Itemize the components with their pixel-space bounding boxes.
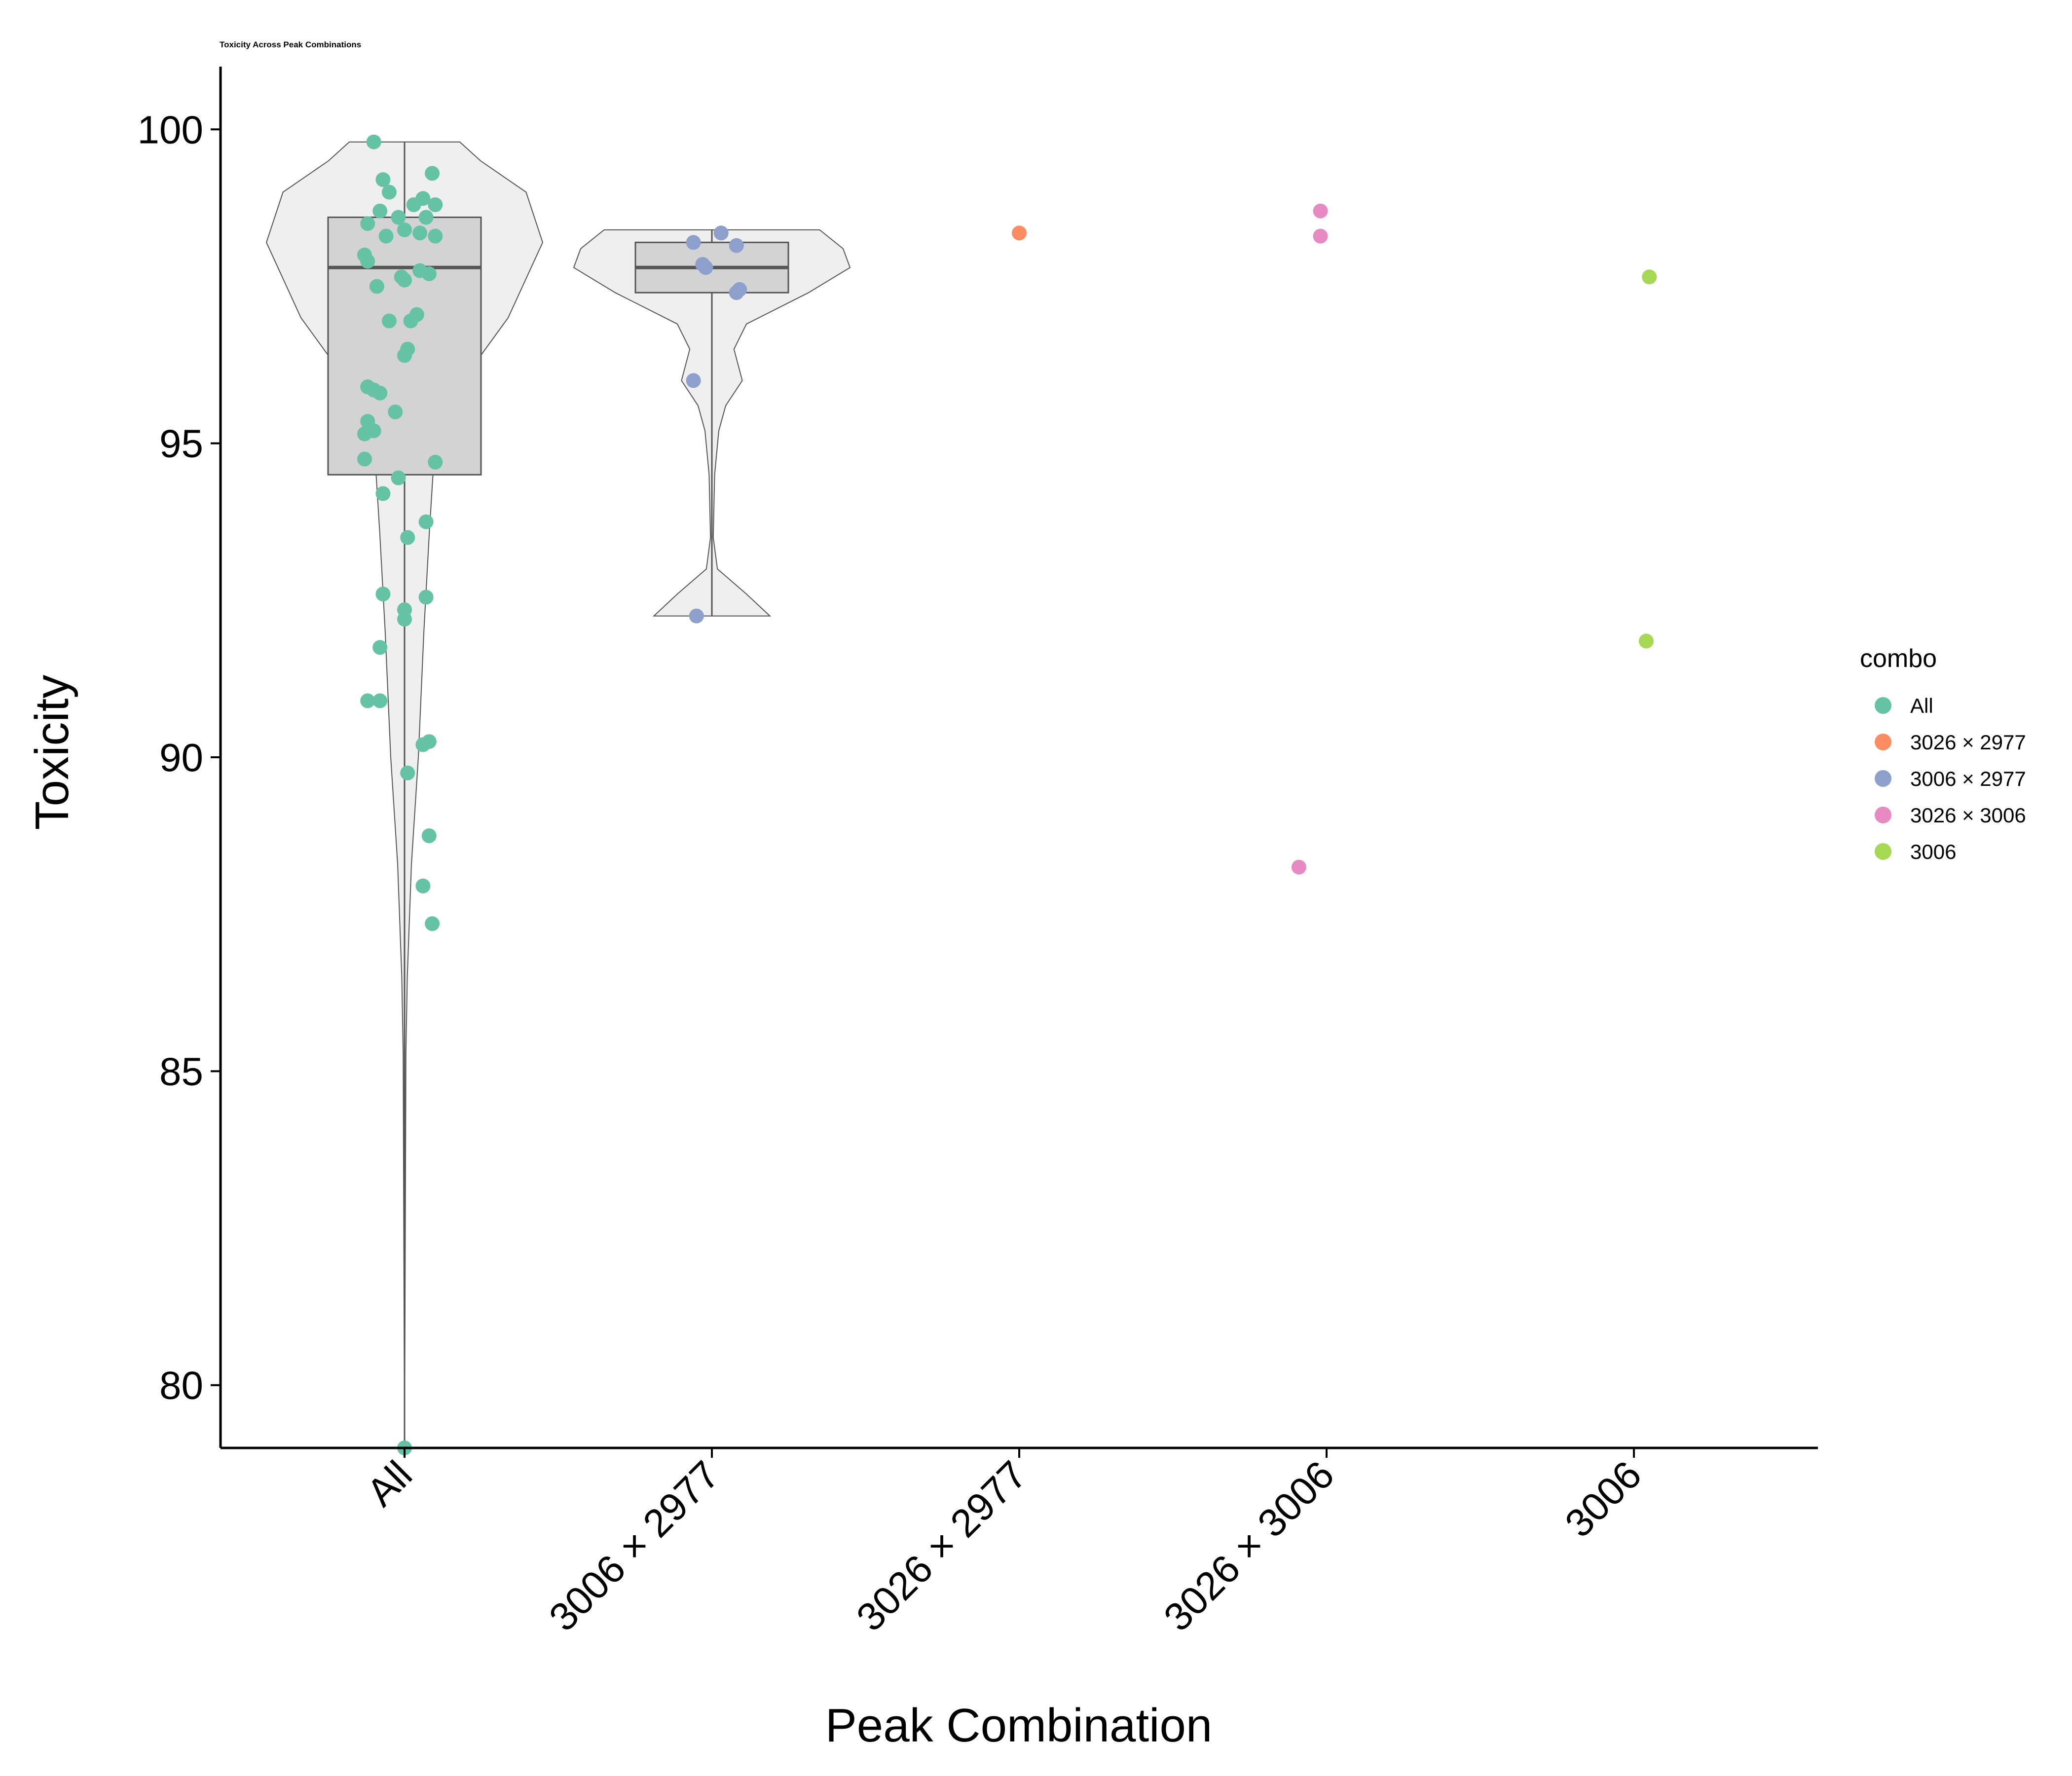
legend-key bbox=[1875, 770, 1891, 787]
data-point bbox=[372, 640, 388, 655]
data-point bbox=[428, 228, 443, 244]
x-tick-label: 3026 × 2977 bbox=[848, 1452, 1035, 1639]
data-point bbox=[375, 486, 391, 501]
x-axis-title: Peak Combination bbox=[825, 1699, 1212, 1752]
data-point bbox=[378, 228, 394, 244]
data-point bbox=[686, 373, 701, 388]
y-axis-title: Toxicity bbox=[26, 675, 78, 830]
legend: combo All 3026 × 2977 3006 × 2977 3026 × 30… bbox=[1860, 644, 2026, 863]
data-point bbox=[366, 134, 381, 149]
data-point bbox=[415, 878, 431, 893]
data-point bbox=[391, 210, 406, 225]
data-point bbox=[360, 693, 375, 708]
data-point bbox=[381, 313, 397, 329]
data-point bbox=[375, 587, 391, 602]
y-tick-label: 90 bbox=[159, 736, 203, 779]
data-point bbox=[388, 405, 403, 419]
legend-key bbox=[1875, 843, 1891, 860]
data-point bbox=[425, 166, 440, 181]
x-tick-label: 3006 bbox=[1556, 1452, 1650, 1546]
data-point bbox=[372, 385, 388, 401]
legend-label: 3026 × 2977 bbox=[1910, 731, 2026, 754]
legend-title: combo bbox=[1860, 644, 1937, 673]
data-point bbox=[729, 238, 744, 253]
data-point bbox=[418, 210, 434, 225]
data-point bbox=[397, 222, 412, 237]
data-point bbox=[1291, 859, 1306, 875]
data-point bbox=[357, 451, 372, 467]
jitter-points bbox=[357, 134, 1657, 1455]
legend-label: 3006 × 2977 bbox=[1910, 767, 2026, 790]
data-point bbox=[372, 203, 388, 219]
data-point bbox=[397, 612, 412, 627]
data-point bbox=[1012, 225, 1027, 241]
data-point bbox=[397, 348, 412, 363]
data-point bbox=[418, 514, 434, 529]
data-point bbox=[412, 225, 428, 241]
data-point bbox=[403, 313, 418, 329]
data-point bbox=[366, 423, 381, 439]
data-point bbox=[421, 828, 437, 844]
data-point bbox=[397, 272, 412, 288]
data-point bbox=[1313, 228, 1328, 244]
legend-key bbox=[1875, 807, 1891, 823]
data-point bbox=[1313, 203, 1328, 219]
data-point bbox=[713, 225, 729, 241]
x-tick-label: 3006 × 2977 bbox=[541, 1452, 728, 1639]
data-point bbox=[729, 285, 744, 300]
x-tick-label: All bbox=[358, 1452, 420, 1515]
data-point bbox=[406, 197, 421, 212]
y-tick-label: 85 bbox=[159, 1049, 203, 1093]
data-point bbox=[1642, 269, 1657, 285]
data-point bbox=[372, 693, 388, 708]
data-point bbox=[360, 216, 375, 231]
x-tick-label: 3026 × 3006 bbox=[1155, 1452, 1342, 1639]
data-point bbox=[400, 530, 415, 545]
legend-key bbox=[1875, 734, 1891, 750]
data-point bbox=[381, 185, 397, 200]
data-point bbox=[689, 608, 704, 624]
legend-key bbox=[1875, 697, 1891, 714]
data-point bbox=[400, 765, 415, 780]
y-tick-label: 95 bbox=[159, 422, 203, 466]
data-point bbox=[428, 454, 443, 470]
data-point bbox=[418, 590, 434, 605]
legend-label: 3026 × 3006 bbox=[1910, 804, 2026, 827]
data-point bbox=[1638, 633, 1654, 649]
data-point bbox=[375, 172, 391, 187]
y-tick-label: 100 bbox=[138, 108, 203, 151]
data-point bbox=[686, 235, 701, 250]
legend-label: 3006 bbox=[1910, 840, 1956, 863]
y-tick-label: 80 bbox=[159, 1364, 203, 1407]
data-point bbox=[425, 916, 440, 931]
legend-label: All bbox=[1910, 694, 1933, 717]
data-point bbox=[360, 254, 375, 269]
data-point bbox=[428, 197, 443, 212]
data-point bbox=[412, 263, 428, 278]
data-point bbox=[415, 737, 431, 752]
data-point bbox=[369, 279, 384, 294]
chart-title: Toxicity Across Peak Combinations bbox=[220, 40, 361, 49]
data-point bbox=[391, 470, 406, 485]
data-point bbox=[698, 260, 713, 275]
